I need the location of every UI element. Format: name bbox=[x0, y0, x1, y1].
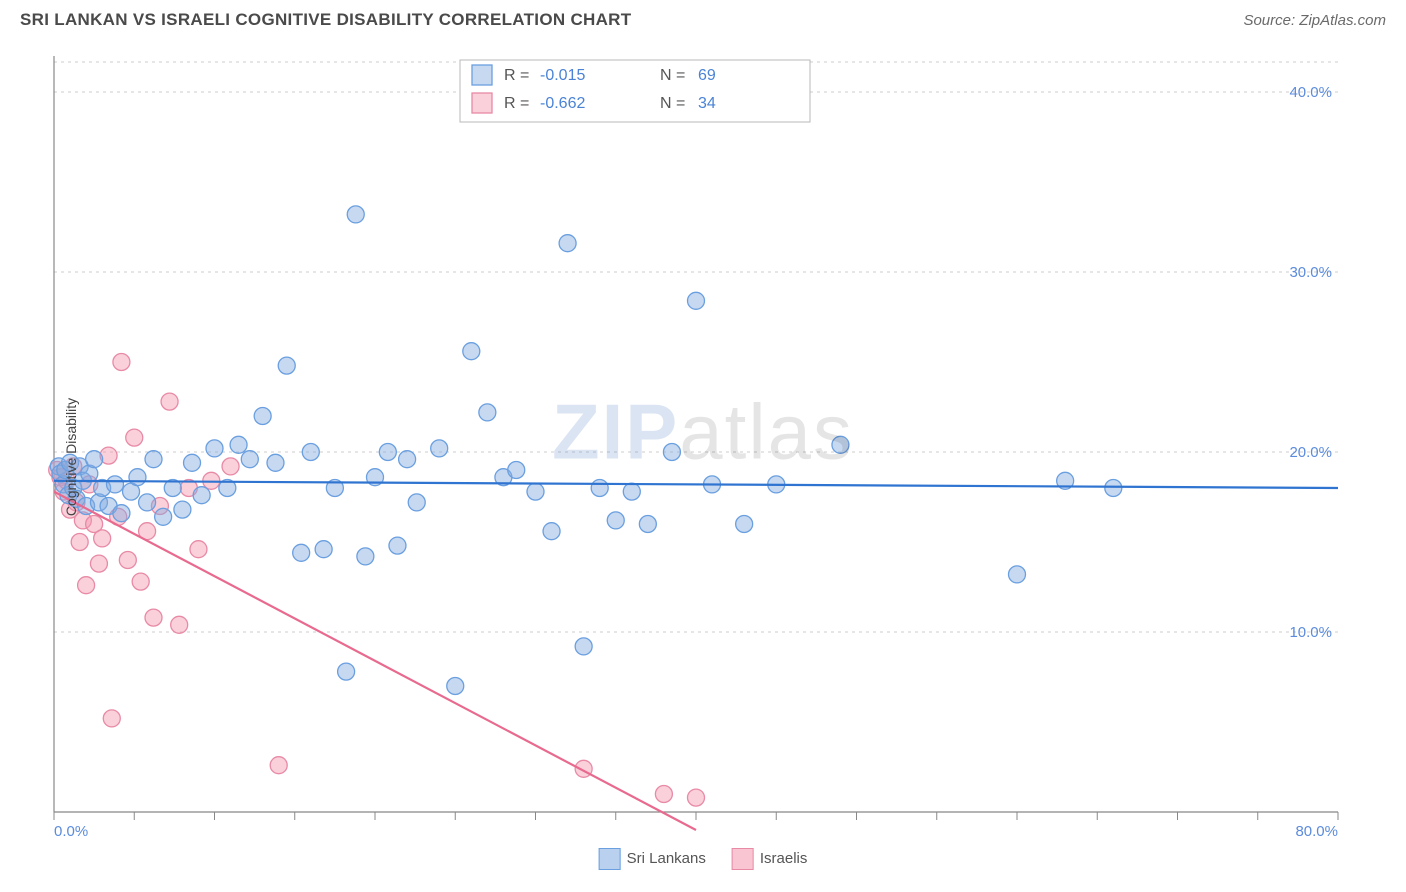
svg-text:-0.015: -0.015 bbox=[540, 67, 585, 84]
svg-text:30.0%: 30.0% bbox=[1289, 264, 1332, 281]
svg-text:40.0%: 40.0% bbox=[1289, 84, 1332, 101]
svg-text:-0.662: -0.662 bbox=[540, 95, 585, 112]
legend-item-sri-lankans: Sri Lankans bbox=[599, 848, 706, 870]
legend-item-israelis: Israelis bbox=[732, 848, 808, 870]
svg-text:34: 34 bbox=[698, 95, 716, 112]
svg-text:20.0%: 20.0% bbox=[1289, 444, 1332, 461]
chart-title: SRI LANKAN VS ISRAELI COGNITIVE DISABILI… bbox=[20, 10, 631, 30]
svg-text:80.0%: 80.0% bbox=[1295, 823, 1338, 840]
svg-text:N =: N = bbox=[660, 95, 685, 112]
svg-text:N =: N = bbox=[660, 67, 685, 84]
svg-text:69: 69 bbox=[698, 67, 716, 84]
y-axis-label: Cognitive Disability bbox=[63, 398, 79, 516]
svg-text:10.0%: 10.0% bbox=[1289, 624, 1332, 641]
bottom-legend: Sri Lankans Israelis bbox=[599, 848, 808, 870]
source-label: Source: ZipAtlas.com bbox=[1243, 12, 1386, 29]
svg-text:R =: R = bbox=[504, 67, 529, 84]
scatter-chart: 10.0% 20.0% 30.0% 40.0% 0.0% 80.0% R = -0.015 N … bbox=[20, 42, 1350, 842]
svg-text:0.0%: 0.0% bbox=[54, 823, 88, 840]
chart-container: Cognitive Disability 10.0% 20.0% 30.0% 40.0… bbox=[20, 42, 1386, 872]
svg-text:R =: R = bbox=[504, 95, 529, 112]
